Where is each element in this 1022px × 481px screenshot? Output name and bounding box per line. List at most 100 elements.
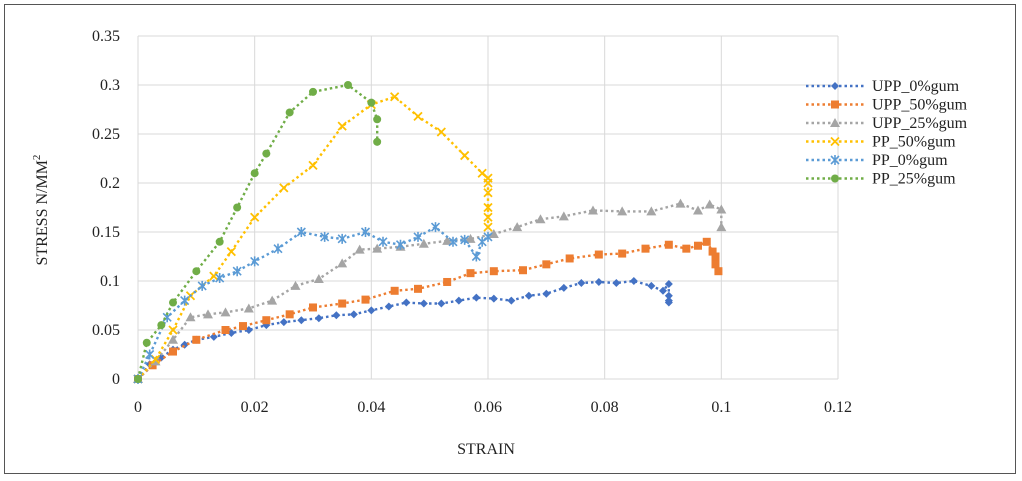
grid bbox=[137, 35, 839, 380]
data-point-upp-0-gum bbox=[664, 298, 673, 307]
legend-marker bbox=[830, 155, 840, 165]
data-point-upp-25-gum bbox=[693, 205, 703, 215]
data-point-upp-50-gum bbox=[466, 269, 475, 278]
y-tick-label: 0.1 bbox=[100, 273, 120, 290]
legend-marker bbox=[831, 100, 839, 109]
data-point-upp-0-gum bbox=[647, 281, 656, 290]
data-point-upp-50-gum bbox=[702, 237, 711, 246]
y-tick-label: 0.2 bbox=[100, 175, 120, 192]
data-point-upp-50-gum bbox=[664, 240, 673, 249]
data-point-pp-25-gum bbox=[142, 338, 151, 347]
y-tick-label: 0 bbox=[112, 371, 120, 388]
data-point-upp-50-gum bbox=[641, 244, 650, 253]
data-point-pp-25-gum bbox=[233, 203, 242, 212]
data-point-upp-50-gum bbox=[169, 347, 177, 356]
data-point-upp-0-gum bbox=[629, 277, 638, 285]
data-point-pp-25-gum bbox=[367, 98, 376, 107]
data-point-pp-0-gum bbox=[320, 231, 330, 242]
series-pp-25-gum bbox=[134, 81, 382, 383]
data-point-pp-50-gum bbox=[226, 246, 236, 257]
y-tick-label: 0.3 bbox=[100, 77, 120, 94]
data-point-upp-0-gum bbox=[659, 286, 667, 295]
data-point-pp-50-gum bbox=[483, 222, 493, 232]
legend-marker bbox=[830, 136, 840, 147]
data-point-upp-50-gum bbox=[682, 244, 691, 253]
data-point-pp-25-gum bbox=[169, 298, 177, 307]
x-tick-label: 0.04 bbox=[357, 399, 385, 416]
data-point-pp-50-gum bbox=[390, 92, 400, 102]
legend-item-upp-0-gum: UPP_0%gum bbox=[806, 78, 960, 95]
data-point-pp-0-gum bbox=[296, 227, 306, 237]
data-point-upp-50-gum bbox=[565, 254, 574, 263]
data-point-pp-50-gum bbox=[436, 127, 446, 137]
data-point-upp-50-gum bbox=[694, 241, 702, 250]
data-point-upp-25-gum bbox=[203, 309, 213, 319]
data-point-upp-25-gum bbox=[243, 303, 254, 313]
data-point-upp-25-gum bbox=[617, 206, 628, 216]
series-pp-0-gum bbox=[133, 222, 493, 384]
data-point-upp-50-gum bbox=[192, 335, 201, 344]
data-point-pp-0-gum bbox=[460, 234, 470, 245]
data-point-pp-0-gum bbox=[378, 236, 388, 247]
data-point-pp-50-gum bbox=[460, 150, 470, 161]
data-point-upp-0-gum bbox=[419, 299, 428, 308]
data-point-pp-50-gum bbox=[483, 178, 493, 188]
data-point-upp-50-gum bbox=[361, 295, 370, 304]
data-point-upp-25-gum bbox=[488, 228, 499, 238]
x-tick-label: 0.1 bbox=[711, 399, 731, 416]
data-point-upp-0-gum bbox=[402, 298, 411, 307]
data-point-upp-0-gum bbox=[209, 332, 218, 341]
data-point-pp-50-gum bbox=[279, 183, 289, 193]
data-point-upp-0-gum bbox=[559, 283, 568, 292]
data-point-upp-0-gum bbox=[332, 311, 341, 320]
legend-item-pp-0-gum: PP_0%gum bbox=[806, 152, 948, 169]
data-point-pp-0-gum bbox=[360, 227, 371, 237]
legend-item-upp-25-gum: UPP_25%gum bbox=[806, 115, 968, 132]
y-tick-label: 0.05 bbox=[92, 322, 120, 339]
data-point-upp-0-gum bbox=[297, 316, 306, 325]
y-axis-title-text: STRESS N/MM bbox=[34, 160, 51, 265]
data-point-pp-50-gum bbox=[413, 111, 423, 121]
plot-area bbox=[133, 81, 727, 384]
legend-item-upp-50-gum: UPP_50%gum bbox=[806, 97, 968, 114]
legend-label: PP_50%gum bbox=[872, 134, 956, 151]
data-point-upp-0-gum bbox=[454, 296, 463, 305]
data-point-upp-0-gum bbox=[349, 310, 358, 319]
data-point-upp-25-gum bbox=[168, 334, 178, 344]
data-point-upp-50-gum bbox=[338, 299, 347, 308]
data-point-upp-25-gum bbox=[535, 214, 546, 224]
data-point-upp-25-gum bbox=[465, 233, 476, 243]
series-upp-25-gum bbox=[133, 198, 727, 383]
data-point-upp-0-gum bbox=[314, 314, 323, 323]
data-point-upp-50-gum bbox=[711, 252, 720, 261]
legend-marker bbox=[831, 174, 839, 183]
data-point-pp-25-gum bbox=[262, 149, 271, 158]
data-point-upp-25-gum bbox=[354, 244, 365, 254]
tick-labels: 0 0.02 0.04 0.06 0.08 0.1 0.12 0 0.05 0.1 0.15 0.2 0… bbox=[92, 28, 852, 416]
y-tick-label: 0.35 bbox=[92, 28, 120, 45]
legend-label: UPP_50%gum bbox=[872, 97, 968, 114]
data-point-pp-25-gum bbox=[309, 87, 317, 96]
legend-marker bbox=[830, 118, 840, 127]
data-point-upp-25-gum bbox=[418, 238, 429, 248]
data-point-pp-0-gum bbox=[483, 231, 493, 242]
data-point-pp-0-gum bbox=[197, 280, 207, 291]
data-point-upp-50-gum bbox=[714, 267, 723, 276]
y-axis-title-superscript: 2 bbox=[31, 155, 43, 161]
data-point-pp-50-gum bbox=[337, 121, 347, 131]
data-point-upp-25-gum bbox=[290, 280, 301, 290]
data-point-pp-0-gum bbox=[145, 349, 155, 360]
data-point-pp-50-gum bbox=[308, 160, 318, 170]
data-point-pp-25-gum bbox=[285, 108, 294, 117]
data-point-pp-0-gum bbox=[273, 243, 283, 254]
data-point-pp-50-gum bbox=[168, 325, 178, 335]
data-point-upp-25-gum bbox=[716, 204, 727, 214]
data-point-upp-50-gum bbox=[594, 250, 603, 259]
data-point-pp-25-gum bbox=[344, 81, 352, 89]
data-point-upp-25-gum bbox=[267, 295, 278, 305]
data-point-upp-0-gum bbox=[489, 294, 498, 303]
data-point-pp-25-gum bbox=[373, 115, 382, 124]
data-point-upp-25-gum bbox=[646, 206, 657, 216]
data-point-pp-50-gum bbox=[483, 212, 493, 222]
